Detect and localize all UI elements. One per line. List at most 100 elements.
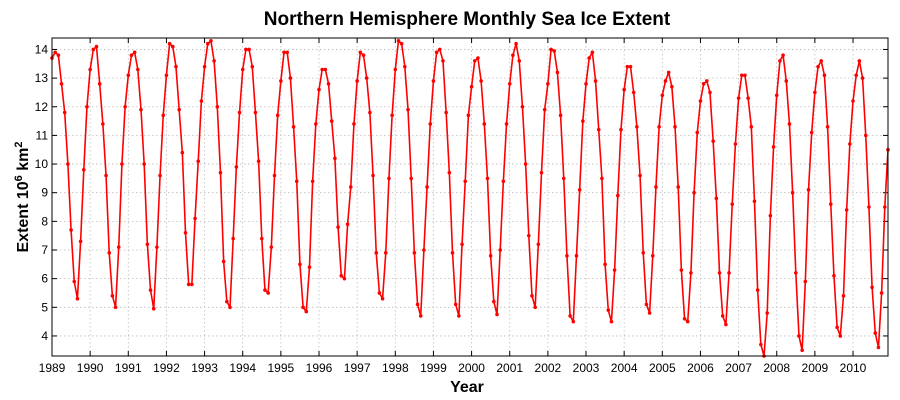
data-point: [53, 50, 57, 55]
data-point: [466, 113, 471, 118]
data-point: [336, 225, 340, 229]
data-point: [75, 296, 80, 301]
data-point: [177, 107, 181, 112]
data-point: [523, 162, 528, 166]
x-tick-label: 2009: [802, 361, 829, 375]
data-point: [870, 285, 874, 290]
data-point: [679, 268, 684, 272]
data-point: [574, 253, 579, 258]
data-point: [110, 294, 115, 298]
data-point: [527, 233, 531, 238]
x-tick-label: 1990: [77, 361, 104, 375]
data-point: [828, 202, 833, 206]
data-point: [692, 190, 696, 195]
data-point: [387, 176, 391, 181]
data-point: [844, 208, 849, 212]
x-tick-label: 1993: [191, 361, 218, 375]
data-point: [205, 41, 210, 46]
data-point: [867, 205, 871, 209]
data-point: [749, 125, 754, 129]
data-point: [848, 142, 852, 146]
data-point: [161, 113, 166, 118]
data-point: [120, 162, 124, 166]
data-point: [345, 222, 350, 227]
x-tick-label: 2008: [763, 361, 790, 375]
data-point: [514, 41, 518, 46]
data-point: [647, 311, 652, 315]
data-point: [596, 127, 601, 132]
data-point: [409, 176, 413, 181]
data-point: [689, 271, 693, 275]
data-point: [259, 236, 264, 241]
data-point: [883, 205, 887, 209]
data-point: [78, 239, 83, 244]
data-point: [507, 82, 512, 86]
data-point: [625, 64, 630, 69]
data-point: [418, 314, 423, 318]
data-point: [314, 122, 318, 126]
data-point: [841, 294, 846, 298]
data-point: [155, 245, 159, 249]
data-point: [107, 251, 112, 255]
data-point: [584, 82, 588, 86]
data-point: [705, 79, 709, 83]
data-point: [851, 99, 855, 103]
x-tick-label: 1994: [229, 361, 256, 375]
data-point: [88, 67, 92, 72]
data-point: [453, 302, 458, 307]
series-line: [51, 40, 889, 357]
data-point: [291, 125, 296, 129]
data-point: [225, 299, 229, 304]
data-point: [396, 39, 401, 43]
x-tick-label: 1995: [268, 361, 295, 375]
data-point: [269, 245, 274, 249]
data-point: [739, 73, 744, 78]
data-point: [619, 127, 623, 132]
data-point: [813, 90, 817, 95]
data-point: [698, 99, 703, 103]
data-point: [536, 242, 541, 247]
data-point: [714, 196, 719, 201]
data-point: [72, 279, 77, 284]
x-tick-label: 2007: [725, 361, 752, 375]
data-point: [434, 50, 439, 55]
data-point: [81, 167, 86, 172]
data-point: [59, 82, 64, 86]
data-point: [199, 99, 204, 103]
y-tick-label: 11: [36, 128, 49, 142]
data-point: [425, 185, 429, 189]
data-point: [806, 188, 811, 192]
data-point: [854, 73, 858, 78]
data-point: [593, 79, 598, 83]
data-point: [101, 122, 105, 126]
data-point: [774, 93, 779, 98]
data-point: [644, 302, 649, 307]
data-point: [193, 216, 197, 221]
data-point: [348, 185, 353, 189]
data-point: [641, 251, 646, 255]
data-point: [329, 119, 334, 123]
data-point: [558, 113, 563, 118]
data-point: [247, 47, 251, 52]
data-point: [555, 70, 560, 75]
x-tick-label: 2001: [496, 361, 523, 375]
data-point: [606, 308, 611, 312]
data-point: [298, 262, 302, 267]
y-axis-label-exponent: 6: [13, 175, 25, 181]
data-point: [628, 64, 633, 69]
data-point: [816, 64, 820, 69]
data-point: [307, 265, 312, 269]
data-point: [209, 39, 213, 43]
data-point: [450, 251, 455, 255]
x-tick-label: 1999: [420, 361, 447, 375]
data-point: [879, 291, 884, 295]
data-point: [457, 314, 461, 318]
data-point: [660, 93, 665, 98]
data-point: [822, 73, 827, 78]
data-point: [533, 305, 537, 310]
data-point: [736, 96, 741, 100]
data-point: [873, 331, 878, 335]
data-point: [590, 50, 595, 55]
data-point: [549, 47, 553, 52]
